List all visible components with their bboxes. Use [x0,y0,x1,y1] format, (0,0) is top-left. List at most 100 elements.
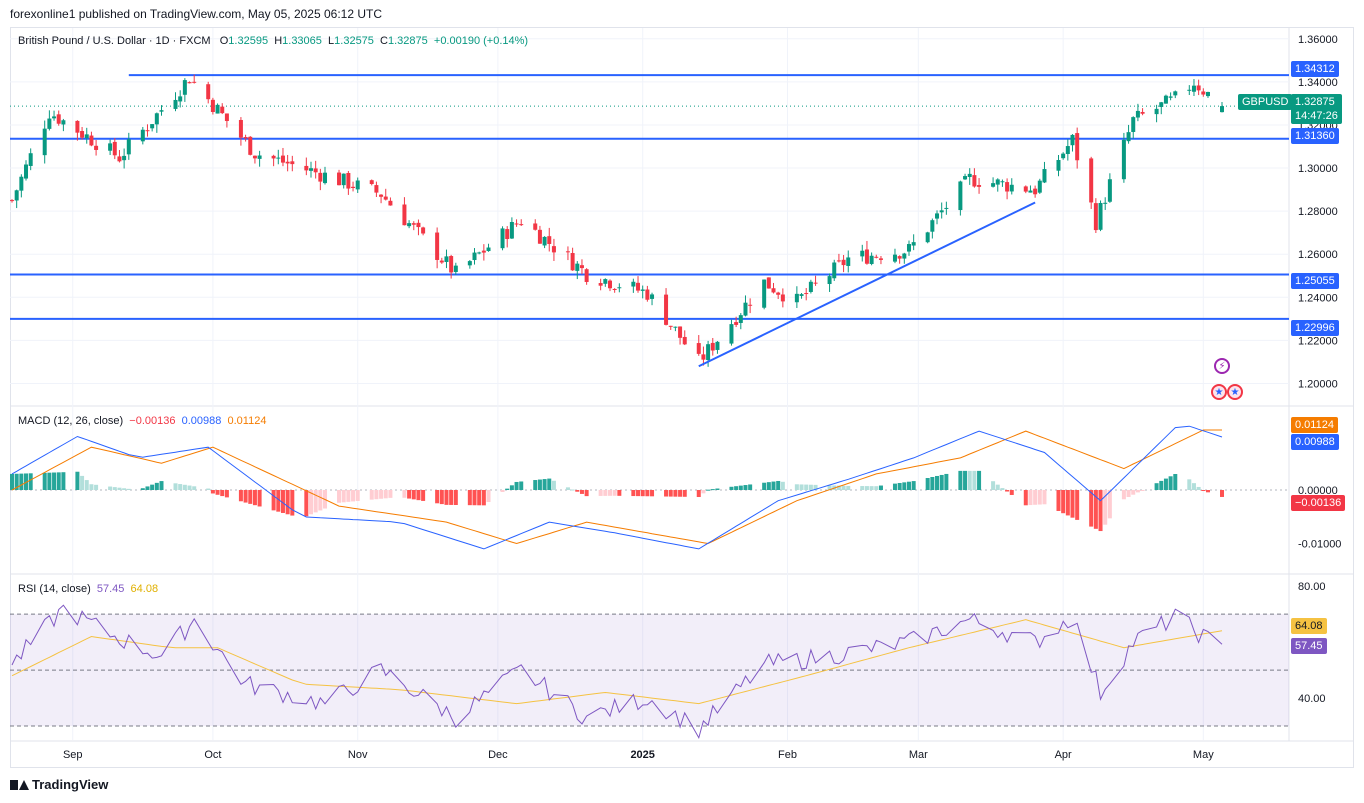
macd-histogram-bar [958,470,963,490]
candle-body [729,324,734,344]
macd-histogram-bar [453,490,458,505]
macd-histogram-bar [238,490,243,502]
candle-body [1042,169,1047,183]
candle-body [902,253,907,259]
rsi-legend: RSI (14, close) 57.45 64.08 [18,583,158,595]
candle-body [1005,182,1010,192]
macd-histogram-bar [841,485,846,490]
macd-histogram-bar [280,490,285,513]
macd-histogram-bar [61,472,66,490]
candle-body [650,294,655,299]
candle-body [668,325,673,327]
lightning-icon[interactable]: ⚡ [1214,358,1230,374]
candle-body [388,200,393,206]
macd-histogram-bar [1065,490,1070,516]
macd-histogram-bar [1107,490,1112,519]
macd-histogram-bar [1220,490,1224,497]
us-flag-icon-2[interactable]: ★ [1227,384,1243,400]
macd-histogram-bar [47,472,52,490]
candle-body [906,244,911,252]
macd-histogram-bar [126,488,131,490]
candle-body [276,157,281,159]
candle-body [766,277,771,289]
macd-histogram-bar [1089,490,1094,527]
candle-body [1201,91,1206,95]
candle-body [509,222,514,239]
rsi-label[interactable]: RSI (14, close) [18,583,91,595]
macd-line-tag: 0.00988 [1291,434,1339,450]
level-tag-1: 1.34312 [1291,61,1339,77]
us-flag-icon[interactable]: ★ [1211,384,1227,400]
macd-histogram-bar [1163,478,1168,490]
symbol-tag: GBPUSD [1238,94,1293,110]
macd-label[interactable]: MACD (12, 26, close) [18,415,124,427]
macd-histogram-bar [1028,490,1033,506]
chart-frame[interactable] [10,27,1354,768]
candle-body [1023,186,1028,192]
macd-histogram-bar [10,473,14,490]
candle-body [1065,146,1070,154]
candle-body [304,165,309,171]
rsi-tag: 57.45 [1291,638,1327,654]
candle-body [280,155,285,163]
macd-histogram-bar [710,489,715,491]
macd-histogram-bar [1103,490,1108,525]
macd-histogram-bar [762,482,767,490]
candle-body [579,265,584,269]
macd-histogram-bar [1075,490,1080,520]
macd-histogram-bar [743,485,748,490]
candle-body [864,249,869,264]
rsi-ma-line [11,619,1223,705]
candle-body [897,256,902,259]
candle-body [1070,134,1075,146]
macd-histogram-bar [481,490,486,506]
macd-histogram-bar [911,481,916,490]
candle-body [271,155,276,159]
macd-histogram-bar [864,486,869,490]
time-tick-label: Dec [488,749,508,761]
macd-histogram-bar [341,490,346,503]
macd-histogram-bar [771,481,776,490]
candle-body [154,113,159,125]
candle-body [1154,108,1159,115]
macd-histogram-bar [897,482,902,490]
candle-body [1173,91,1178,96]
macd-histogram-bar [313,490,318,513]
candle-body [351,186,356,189]
macd-histogram-bar [902,482,907,490]
candle-body [972,175,977,187]
time-tick-label: Oct [204,749,221,761]
candle-body [995,179,1000,185]
macd-histogram-bar [19,473,24,490]
last-price-value: 1.32875 [1295,96,1335,108]
candle-body [701,354,706,360]
macd-histogram-bar [1168,476,1173,490]
candle-body [1098,202,1103,230]
tradingview-footer[interactable]: TradingView [10,777,108,792]
candle-body [846,257,851,266]
macd-histogram-bar [1061,490,1066,514]
macd-histogram-bar [355,490,360,501]
macd-histogram-bar [1126,490,1131,497]
macd-histogram-bar [570,489,575,491]
macd-histogram-bar [402,490,407,498]
candle-body [285,161,290,164]
macd-histogram-bar [533,480,538,490]
macd-histogram-bar [24,473,29,490]
candle-body [341,173,346,186]
candle-body [734,322,739,325]
close-label: C [380,35,388,47]
candle-body [991,183,996,187]
macd-histogram-bar [738,485,743,490]
candle-body [584,269,589,282]
macd-histogram-bar [308,490,313,515]
macd-histogram-bar [696,490,701,498]
macd-tick-label: -0.01000 [1298,539,1341,551]
last-price-tag: 1.32875 14:47:26 [1291,94,1342,124]
candle-body [804,293,809,295]
symbol-title[interactable]: British Pound / U.S. Dollar · 1D · FXCM [18,35,211,47]
candle-body [323,172,328,184]
candle-body [486,247,491,252]
candle-body [383,196,388,200]
